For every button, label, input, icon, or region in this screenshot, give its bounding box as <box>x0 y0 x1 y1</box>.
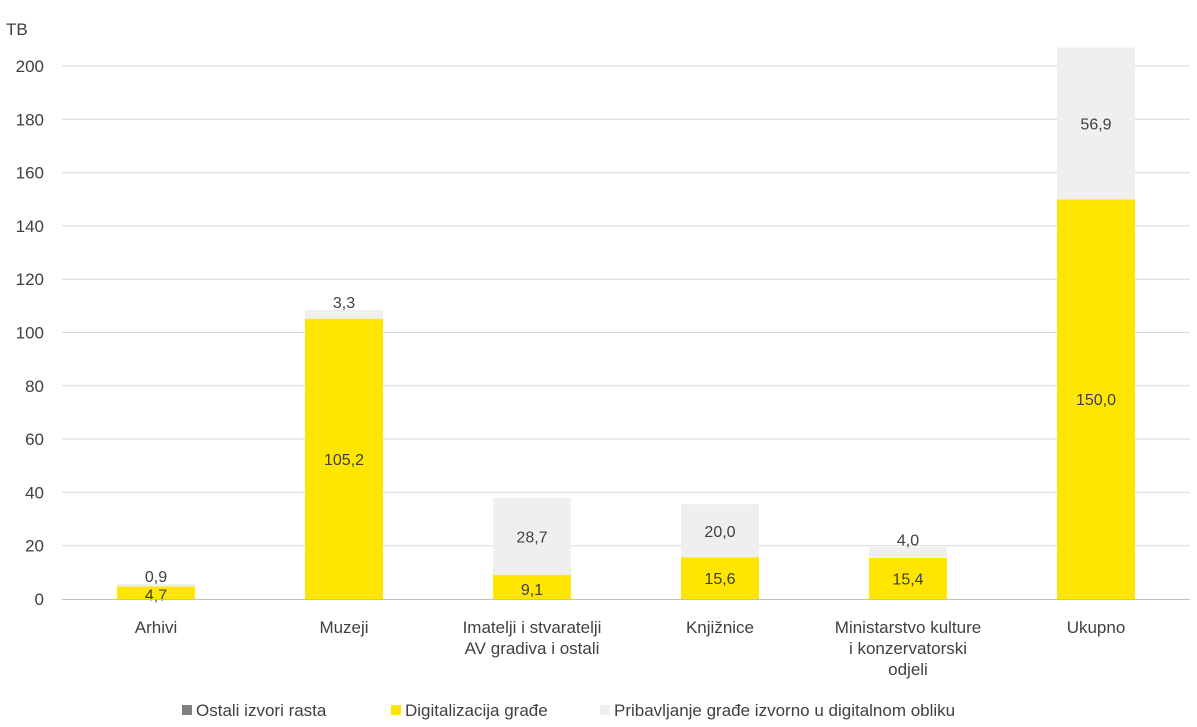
data-label: 0,9 <box>145 569 167 586</box>
x-category-label: Imatelji i stvaratelji <box>463 618 602 637</box>
bars <box>117 47 1135 599</box>
x-category-label: i konzervatorski <box>849 639 967 658</box>
data-label: 4,7 <box>145 588 167 605</box>
data-label: 4,0 <box>897 532 919 549</box>
legend-entry: Ostali izvori rasta <box>196 701 327 720</box>
data-label: 15,4 <box>892 571 923 588</box>
data-label: 15,6 <box>704 571 735 588</box>
bar-segment <box>493 574 571 599</box>
bar-segment <box>681 557 759 599</box>
x-category-label: Muzeji <box>319 618 368 637</box>
y-tick-label: 60 <box>25 430 44 449</box>
bar-segment <box>117 586 195 599</box>
y-tick-label: 20 <box>25 537 44 556</box>
y-tick-label: 0 <box>35 590 44 609</box>
y-tick-label: 80 <box>25 377 44 396</box>
bar-segment <box>1057 47 1135 200</box>
y-tick-label: 200 <box>16 57 44 76</box>
y-tick-label: 100 <box>16 324 44 343</box>
y-axis-ticks: 0 20 40 60 80 100 120 140 160 180 200 <box>16 57 44 609</box>
x-category-label: AV gradiva i ostali <box>465 639 600 658</box>
x-category-label: Ministarstvo kulture <box>835 618 981 637</box>
bar-segment <box>869 547 947 558</box>
bar-segment <box>305 318 383 599</box>
data-label: 3,3 <box>333 295 355 312</box>
y-tick-label: 120 <box>16 270 44 289</box>
value-labels: 4,7 0,9 105,2 3,3 9,1 28,7 15,6 20,0 15,4 4,0 150,… <box>145 116 1116 604</box>
x-category-label: Knjižnice <box>686 618 754 637</box>
x-category-label: Arhivi <box>135 618 178 637</box>
bar-segment <box>869 557 947 599</box>
data-label: 150,0 <box>1076 392 1116 409</box>
legend-entry: Digitalizacija građe <box>405 701 548 720</box>
data-label: 20,0 <box>704 524 735 541</box>
category-labels: Arhivi Muzeji Imatelji i stvaratelji AV gra… <box>135 618 1126 679</box>
legend-swatch <box>182 705 192 715</box>
y-tick-label: 160 <box>16 164 44 183</box>
data-label: 105,2 <box>324 452 364 469</box>
data-label: 56,9 <box>1080 116 1111 133</box>
legend-swatch <box>600 705 610 715</box>
x-category-label: Ukupno <box>1067 618 1126 637</box>
legend-entry: Pribavljanje građe izvorno u digitalnom … <box>614 701 955 720</box>
x-category-label: odjeli <box>888 660 928 679</box>
y-axis-unit-label: TB <box>6 20 28 39</box>
data-label: 9,1 <box>521 582 543 599</box>
legend: Ostali izvori rasta Digitalizacija građe P… <box>182 701 955 720</box>
bar-segment <box>681 504 759 558</box>
y-tick-label: 180 <box>16 110 44 129</box>
y-tick-label: 40 <box>25 483 44 502</box>
bar-segment <box>117 584 195 587</box>
legend-swatch <box>391 705 401 715</box>
bar-segment <box>1057 199 1135 599</box>
bar-segment <box>493 498 571 575</box>
bar-segment <box>305 309 383 319</box>
gridlines <box>62 65 1190 547</box>
data-label: 28,7 <box>516 530 547 547</box>
y-tick-label: 140 <box>16 217 44 236</box>
